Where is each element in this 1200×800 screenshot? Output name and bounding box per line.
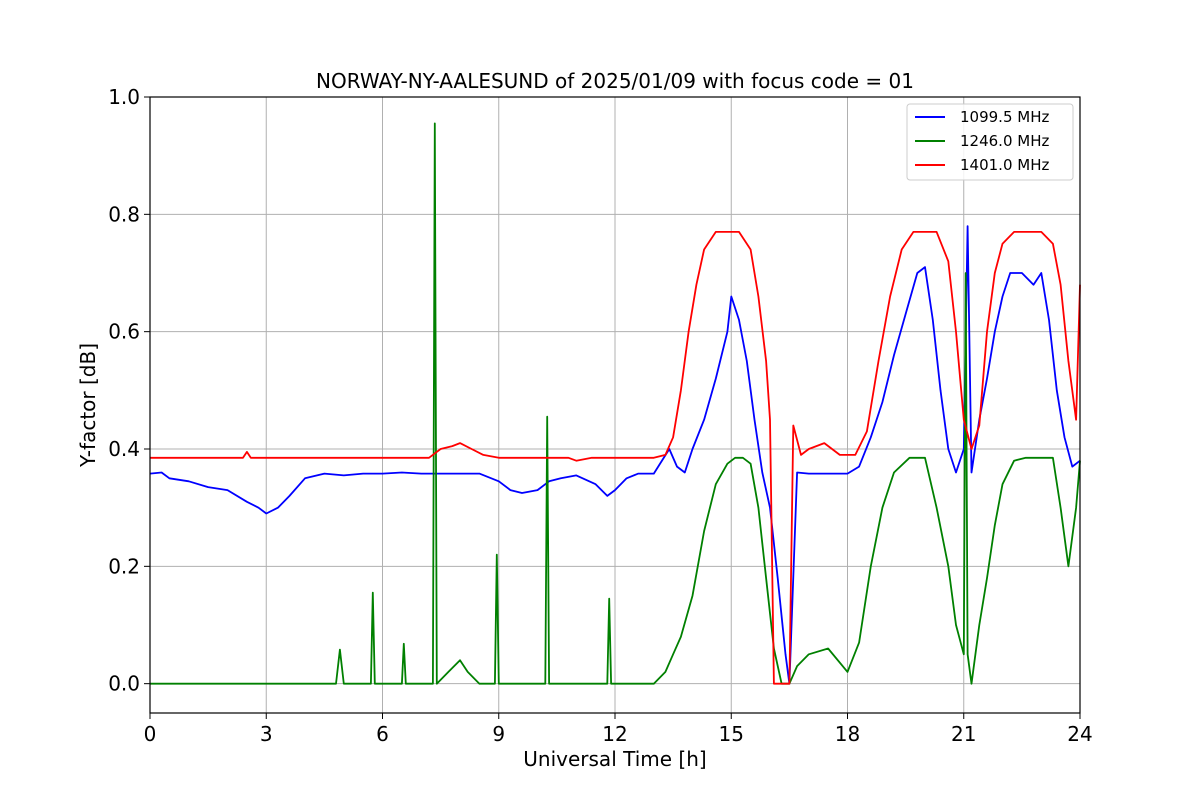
x-tick-label: 0 (144, 722, 157, 746)
x-axis-label: Universal Time [h] (523, 747, 706, 771)
legend-label: 1099.5 MHz (960, 108, 1049, 126)
y-tick-label: 0.6 (108, 320, 140, 344)
x-tick-label: 12 (602, 722, 627, 746)
x-tick-label: 24 (1067, 722, 1092, 746)
legend: 1099.5 MHz 1246.0 MHz 1401.0 MHz (906, 103, 1074, 181)
x-axis-ticks: 0 3 6 9 12 15 18 21 24 (144, 713, 1093, 746)
x-tick-label: 15 (719, 722, 744, 746)
y-tick-label: 0.8 (108, 202, 140, 226)
legend-label: 1401.0 MHz (960, 156, 1049, 174)
series-lines (149, 122, 1081, 685)
x-tick-label: 21 (951, 722, 976, 746)
y-tick-label: 0.2 (108, 554, 140, 578)
y-tick-label: 0.4 (108, 437, 140, 461)
x-tick-label: 18 (835, 722, 860, 746)
y-axis-ticks: 0.0 0.2 0.4 0.6 0.8 1.0 (108, 85, 150, 696)
series-line-1401-0-mhz (150, 230, 1081, 685)
x-tick-label: 9 (492, 722, 505, 746)
grid (149, 96, 1081, 713)
chart-title: NORWAY-NY-AALESUND of 2025/01/09 with fo… (316, 69, 914, 93)
y-tick-label: 1.0 (108, 85, 140, 109)
x-tick-label: 3 (260, 722, 273, 746)
y-axis-label: Y-factor [dB] (76, 343, 100, 468)
series-line-1099-5-mhz (149, 225, 1081, 685)
legend-label: 1246.0 MHz (960, 132, 1049, 150)
legend-box (906, 103, 1074, 181)
series-line-1246-0-mhz (150, 122, 1081, 685)
y-tick-label: 0.0 (108, 672, 140, 696)
x-tick-label: 6 (376, 722, 389, 746)
